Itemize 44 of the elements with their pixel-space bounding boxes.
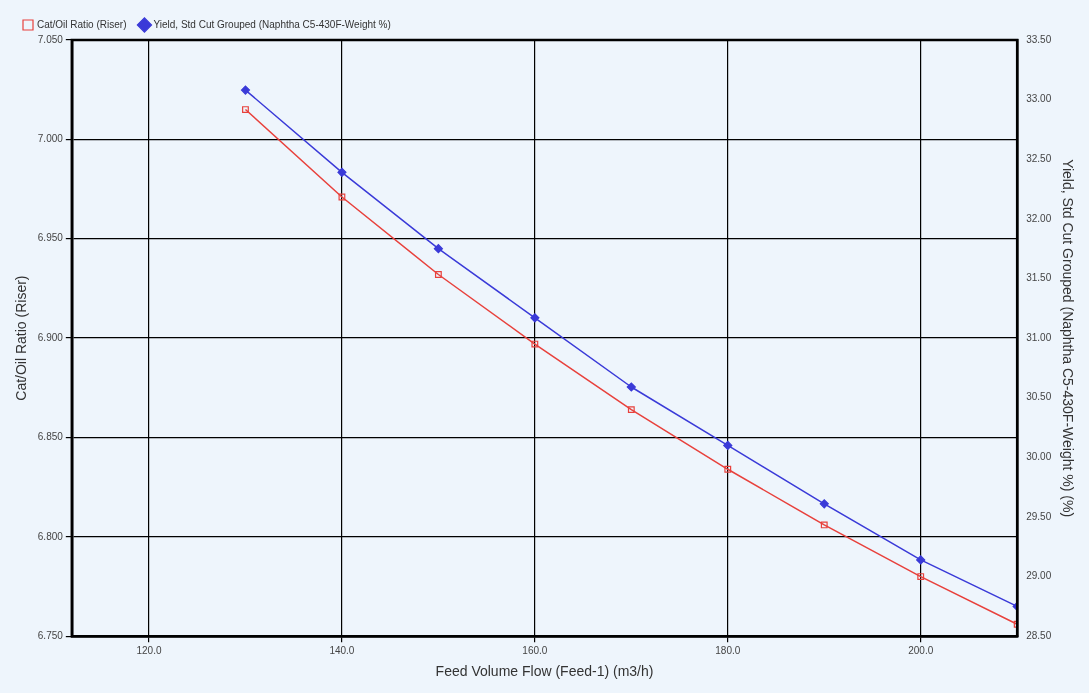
y-tick-label: 6.900 — [37, 331, 64, 343]
y2-tick-label: 32.00 — [1026, 212, 1052, 224]
y2-tick-label: 30.50 — [1026, 391, 1052, 403]
y2-tick-label: 33.00 — [1026, 93, 1052, 105]
point — [724, 465, 732, 473]
point — [434, 271, 442, 278]
y-tick-label: 6.850 — [37, 431, 64, 443]
point — [338, 193, 346, 201]
y2-tick-label: 28.50 — [1026, 629, 1052, 641]
point — [337, 167, 347, 177]
x-tick-label: 140.0 — [329, 644, 355, 656]
point — [530, 313, 540, 323]
y-axis-title: Cat/Oil Ratio (Riser) — [13, 275, 30, 401]
point — [916, 555, 926, 565]
y2-axis-title: Yield, Std Cut Grouped (Naphtha C5-430F-Weight %) (%) — [1059, 159, 1076, 518]
y2-tick-label: 31.00 — [1026, 331, 1052, 343]
y-tick-label: 6.800 — [37, 530, 64, 542]
point — [627, 406, 635, 414]
point — [433, 244, 443, 254]
y-tick-label: 6.950 — [37, 232, 64, 244]
point — [626, 382, 636, 392]
x-tick-label: 120.0 — [136, 644, 162, 656]
y2-tick-label: 33.50 — [1026, 33, 1052, 45]
point — [819, 499, 829, 509]
y2-tick-label: 32.50 — [1026, 152, 1052, 164]
point — [240, 85, 251, 95]
x-axis-title: Feed Volume Flow (Feed-1) (m3/h) — [435, 663, 654, 680]
point — [820, 521, 828, 529]
x-tick-label: 180.0 — [715, 644, 741, 656]
y-tick-label: 7.000 — [37, 133, 64, 145]
x-tick-label: 200.0 — [908, 644, 934, 656]
y2-tick-label: 30.00 — [1026, 451, 1052, 463]
y-tick-label: 7.050 — [37, 33, 64, 45]
x-tick-label: 160.0 — [522, 644, 548, 656]
legend-label: Yield, Std Cut Grouped (Naphtha C5-430F-Weight %) — [153, 18, 391, 30]
point — [723, 440, 733, 451]
y-tick-label: 6.750 — [37, 629, 64, 641]
y2-tick-label: 29.50 — [1026, 510, 1052, 522]
legend-label: Cat/Oil Ratio (Riser) — [37, 18, 127, 30]
point — [917, 573, 925, 581]
y2-tick-label: 29.00 — [1026, 570, 1052, 582]
point — [531, 340, 539, 348]
y2-tick-label: 31.50 — [1026, 272, 1052, 284]
point — [242, 106, 249, 113]
